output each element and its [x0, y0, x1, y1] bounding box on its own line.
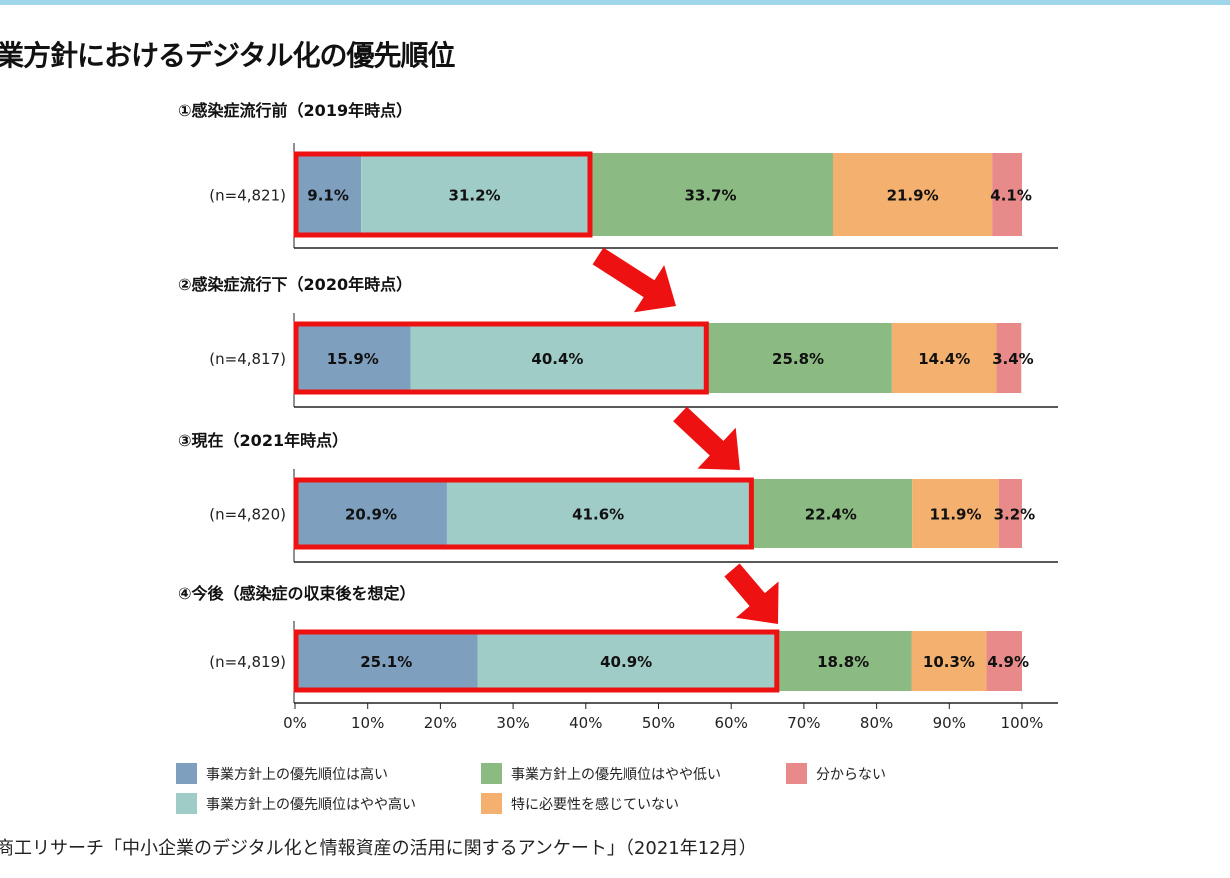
data-label: 21.9%	[887, 187, 939, 205]
bar-segment	[996, 323, 1022, 393]
legend-label: 特に必要性を感じていない	[511, 796, 679, 813]
legend-label: 事業方針上の優先順位はやや高い	[206, 796, 416, 813]
data-label: 3.2%	[994, 506, 1036, 524]
data-label: 4.1%	[990, 187, 1032, 205]
panel-title: ②感染症流行下（2020年時点）	[178, 275, 412, 294]
legend-swatch	[481, 793, 502, 814]
panel-title: ④今後（感染症の収束後を想定）	[178, 584, 416, 603]
data-label: 10.3%	[923, 653, 975, 671]
bar-segment	[891, 323, 997, 393]
x-tick-label: 30%	[496, 714, 529, 732]
x-tick-label: 70%	[787, 714, 820, 732]
data-label: 18.8%	[817, 653, 869, 671]
x-tick-label: 100%	[1001, 714, 1044, 732]
bar-segment	[446, 479, 750, 548]
data-label: 41.6%	[572, 506, 624, 524]
bar-segment	[998, 479, 1022, 548]
highlight-box	[293, 477, 754, 550]
bar-segment	[986, 631, 1022, 691]
bar-segment	[992, 153, 1022, 236]
arrow-icon	[724, 563, 779, 624]
x-tick-label: 20%	[424, 714, 457, 732]
legend-swatch	[176, 763, 197, 784]
data-label: 3.4%	[992, 350, 1034, 368]
legend-swatch	[176, 793, 197, 814]
bar-segment	[295, 323, 411, 393]
x-tick-label: 80%	[860, 714, 893, 732]
data-label: 11.9%	[929, 506, 981, 524]
legend-swatch	[481, 763, 502, 784]
data-label: 14.4%	[918, 350, 970, 368]
data-label: 9.1%	[307, 187, 349, 205]
top-accent-bar	[0, 0, 1230, 5]
data-label: 15.9%	[327, 350, 379, 368]
data-label: 25.8%	[772, 350, 824, 368]
bar-segment	[295, 153, 362, 236]
bar-segment	[410, 323, 705, 393]
source-note: 商工リサーチ「中小企業のデジタル化と情報資産の活用に関するアンケート」（2021…	[0, 838, 757, 859]
data-label: 33.7%	[684, 187, 736, 205]
highlight-box	[293, 629, 780, 693]
bar-segment	[587, 153, 833, 236]
x-tick-label: 90%	[933, 714, 966, 732]
bar-segment	[832, 153, 993, 236]
sample-size-label: (n=4,820)	[209, 506, 286, 524]
panel-title: ①感染症流行前（2019年時点）	[178, 101, 412, 120]
legend-label: 事業方針上の優先順位はやや低い	[511, 767, 721, 783]
x-tick-label: 60%	[715, 714, 748, 732]
legend-swatch	[786, 763, 807, 784]
bar-segment	[477, 631, 775, 691]
legend-label: 事業方針上の優先順位は高い	[206, 766, 388, 783]
highlight-box	[293, 151, 593, 238]
data-label: 40.4%	[531, 350, 583, 368]
data-label: 22.4%	[805, 506, 857, 524]
bar-segment	[295, 479, 447, 548]
panel-title: ③現在（2021年時点）	[178, 431, 348, 450]
data-label: 20.9%	[345, 506, 397, 524]
bar-segment	[911, 631, 987, 691]
bar-segment	[361, 153, 588, 236]
x-tick-label: 0%	[283, 714, 307, 732]
x-tick-label: 40%	[569, 714, 602, 732]
bar-segment	[295, 631, 478, 691]
sample-size-label: (n=4,821)	[209, 187, 286, 205]
legend-label: 分からない	[816, 767, 886, 783]
bar-segment	[774, 631, 912, 691]
x-tick-label: 50%	[642, 714, 675, 732]
data-label: 4.9%	[987, 653, 1029, 671]
sample-size-label: (n=4,819)	[209, 653, 286, 671]
bar-segment	[912, 479, 999, 548]
data-label: 25.1%	[360, 653, 412, 671]
highlight-box	[293, 321, 709, 395]
arrow-icon	[592, 247, 676, 313]
x-tick-label: 10%	[351, 714, 384, 732]
data-label: 40.9%	[600, 653, 652, 671]
bar-segment	[749, 479, 913, 548]
arrow-icon	[673, 406, 740, 470]
data-label: 31.2%	[449, 187, 501, 205]
page-title: 業方針におけるデジタル化の優先順位	[0, 39, 455, 72]
bar-segment	[704, 323, 892, 393]
sample-size-label: (n=4,817)	[209, 350, 286, 368]
